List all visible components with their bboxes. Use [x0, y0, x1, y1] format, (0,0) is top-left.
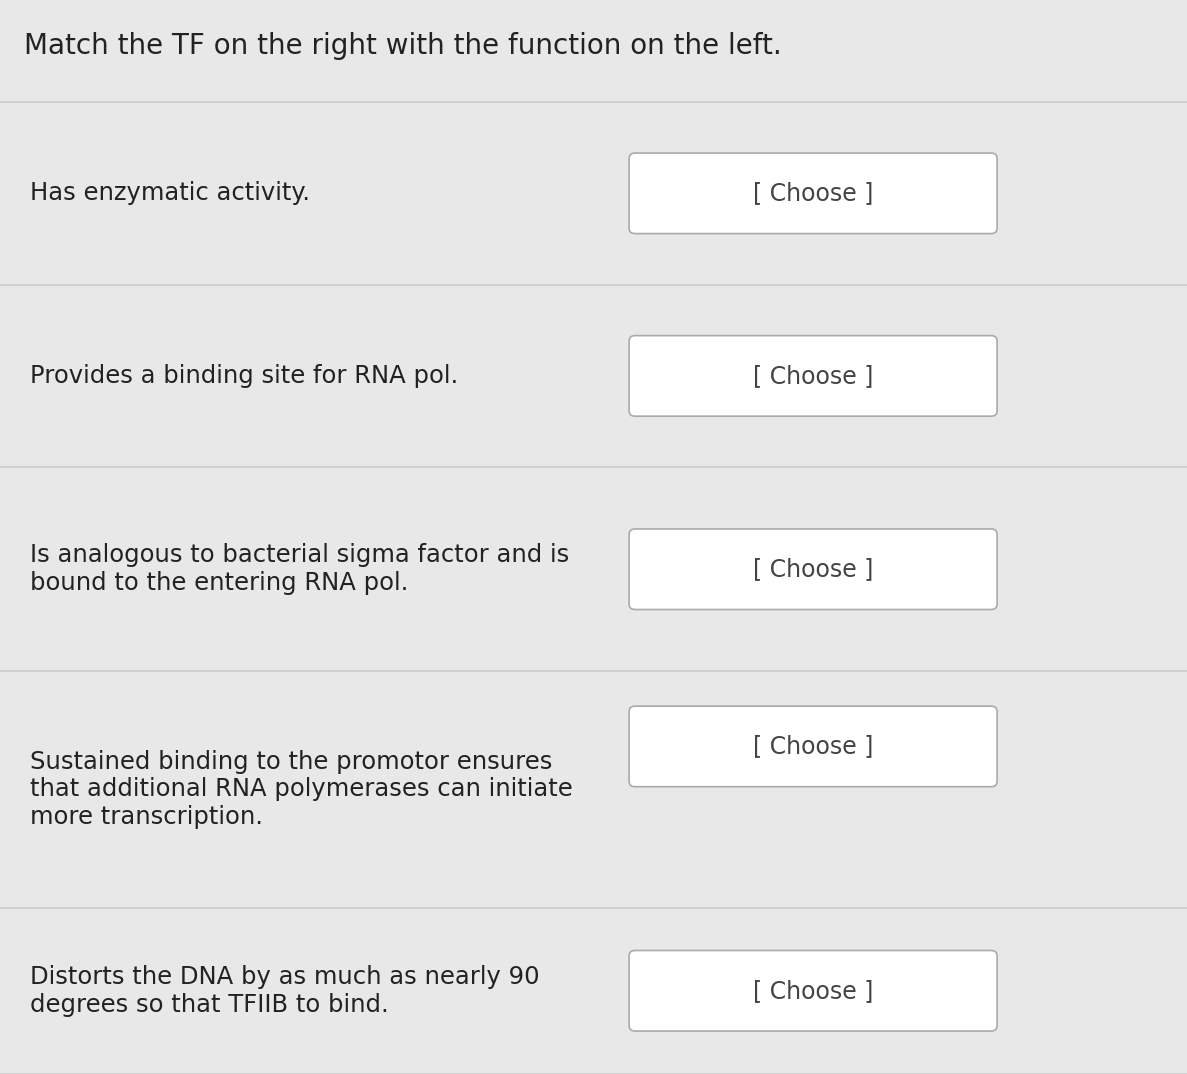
Text: Has enzymatic activity.: Has enzymatic activity. [30, 182, 310, 205]
FancyBboxPatch shape [629, 950, 997, 1031]
Text: [ Choose ]: [ Choose ] [753, 978, 874, 1003]
FancyBboxPatch shape [629, 529, 997, 610]
Text: [ Choose ]: [ Choose ] [753, 364, 874, 388]
Text: [ Choose ]: [ Choose ] [753, 557, 874, 581]
Text: [ Choose ]: [ Choose ] [753, 735, 874, 758]
Text: Sustained binding to the promotor ensures
that additional RNA polymerases can in: Sustained binding to the promotor ensure… [30, 750, 572, 829]
Text: [ Choose ]: [ Choose ] [753, 182, 874, 205]
FancyBboxPatch shape [629, 707, 997, 786]
FancyBboxPatch shape [629, 153, 997, 233]
Text: Match the TF on the right with the function on the left.: Match the TF on the right with the funct… [24, 32, 781, 60]
Text: Is analogous to bacterial sigma factor and is
bound to the entering RNA pol.: Is analogous to bacterial sigma factor a… [30, 543, 569, 595]
Text: Distorts the DNA by as much as nearly 90
degrees so that TFIIB to bind.: Distorts the DNA by as much as nearly 90… [30, 964, 539, 1017]
Text: Provides a binding site for RNA pol.: Provides a binding site for RNA pol. [30, 364, 458, 388]
FancyBboxPatch shape [629, 336, 997, 417]
